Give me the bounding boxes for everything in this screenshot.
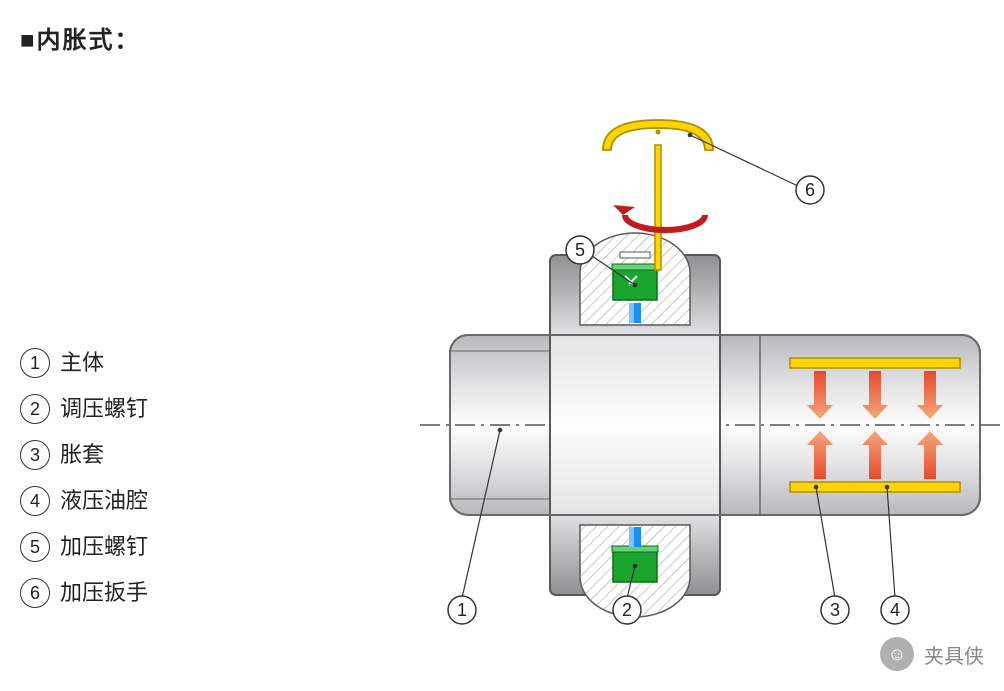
diagram-container: 1 2 3 4 5 6: [420, 80, 1004, 650]
legend-number: 3: [20, 440, 50, 470]
legend-number: 1: [20, 348, 50, 378]
legend-label: 加压扳手: [60, 570, 148, 616]
legend-label: 主体: [60, 340, 104, 386]
legend-list: 1 主体 2 调压螺钉 3 胀套 4 液压油腔 5 加压螺钉 6 加压扳手: [20, 340, 148, 616]
legend-item: 5 加压螺钉: [20, 524, 148, 570]
legend-label: 加压螺钉: [60, 524, 148, 570]
callout-number: 2: [622, 600, 632, 620]
callout-number: 1: [457, 600, 467, 620]
callout-number: 6: [805, 180, 815, 200]
legend-label: 胀套: [60, 432, 104, 478]
legend-number: 4: [20, 486, 50, 516]
legend-item: 3 胀套: [20, 432, 148, 478]
wrench-shaft: [655, 145, 661, 270]
technical-diagram: 1 2 3 4 5 6: [420, 80, 1004, 650]
legend-number: 6: [20, 578, 50, 608]
legend-item: 6 加压扳手: [20, 570, 148, 616]
legend-item: 2 调压螺钉: [20, 386, 148, 432]
callout-line: [690, 135, 798, 186]
callout-number: 3: [830, 600, 840, 620]
legend-item: 4 液压油腔: [20, 478, 148, 524]
legend-label: 液压油腔: [60, 478, 148, 524]
legend-number: 5: [20, 532, 50, 562]
legend-label: 调压螺钉: [60, 386, 148, 432]
watermark-icon: ☺: [880, 637, 914, 671]
cavity: [580, 233, 690, 325]
legend-item: 1 主体: [20, 340, 148, 386]
callout-number: 5: [575, 240, 585, 260]
watermark-text: 夹具侠: [924, 640, 984, 669]
legend-number: 2: [20, 394, 50, 424]
callout-number: 4: [890, 600, 900, 620]
watermark: ☺ 夹具侠: [880, 637, 984, 671]
expansion-sleeve: [790, 358, 960, 368]
page-title: ■内胀式：: [20, 20, 141, 55]
